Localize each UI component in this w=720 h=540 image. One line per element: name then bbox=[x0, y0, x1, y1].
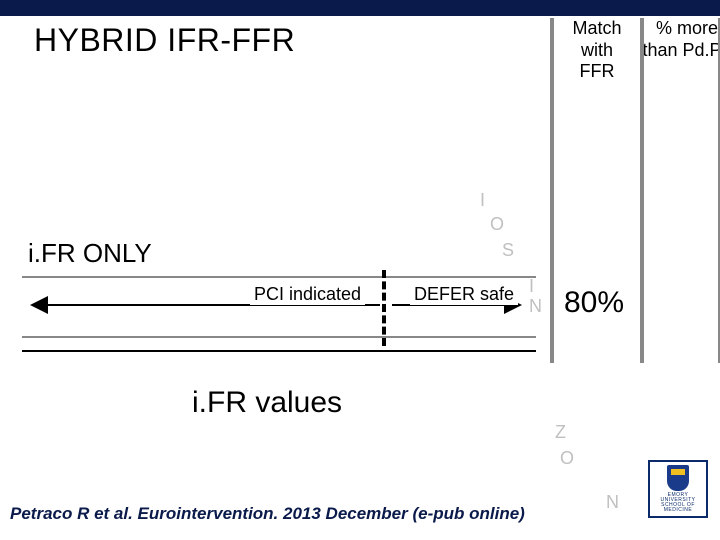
emory-logo: EMORY UNIVERSITY SCHOOL OF MEDICINE bbox=[648, 460, 708, 518]
stray-letter: N bbox=[529, 296, 542, 317]
column-header-match: Match with FFR bbox=[552, 18, 642, 83]
ifr-diagram: i.FR ONLY PCI indicated DEFER safe 0. 40… bbox=[22, 230, 632, 430]
top-navy-bar bbox=[0, 0, 720, 16]
stray-letter: O bbox=[560, 448, 574, 469]
shield-icon bbox=[667, 465, 689, 491]
stray-letter: I bbox=[480, 190, 485, 211]
stray-letter: O bbox=[490, 214, 504, 235]
stray-letter: N bbox=[606, 492, 619, 513]
logo-text: EMORY UNIVERSITY SCHOOL OF MEDICINE bbox=[660, 493, 695, 513]
stray-letter: I bbox=[529, 276, 534, 297]
column-header-pdpa: % more than Pd.Pa bbox=[642, 18, 720, 61]
axis-title: i.FR values bbox=[192, 386, 342, 420]
ticks-layer: 0. 40. 50. 60. 70. 80. 91. 0 bbox=[44, 460, 654, 540]
stray-letter: S bbox=[502, 240, 514, 261]
slide-title: HYBRID IFR-FFR bbox=[34, 22, 295, 59]
ifr-only-label: i.FR ONLY bbox=[28, 238, 152, 269]
table-vline-2 bbox=[640, 18, 644, 363]
stray-letter: Z bbox=[555, 422, 566, 443]
citation-footer: Petraco R et al. Eurointervention. 2013 … bbox=[10, 504, 525, 524]
x-axis bbox=[22, 350, 536, 352]
label-pci: PCI indicated bbox=[250, 284, 365, 305]
cell-match-value: 80% bbox=[564, 286, 624, 320]
label-defer: DEFER safe bbox=[410, 284, 518, 305]
